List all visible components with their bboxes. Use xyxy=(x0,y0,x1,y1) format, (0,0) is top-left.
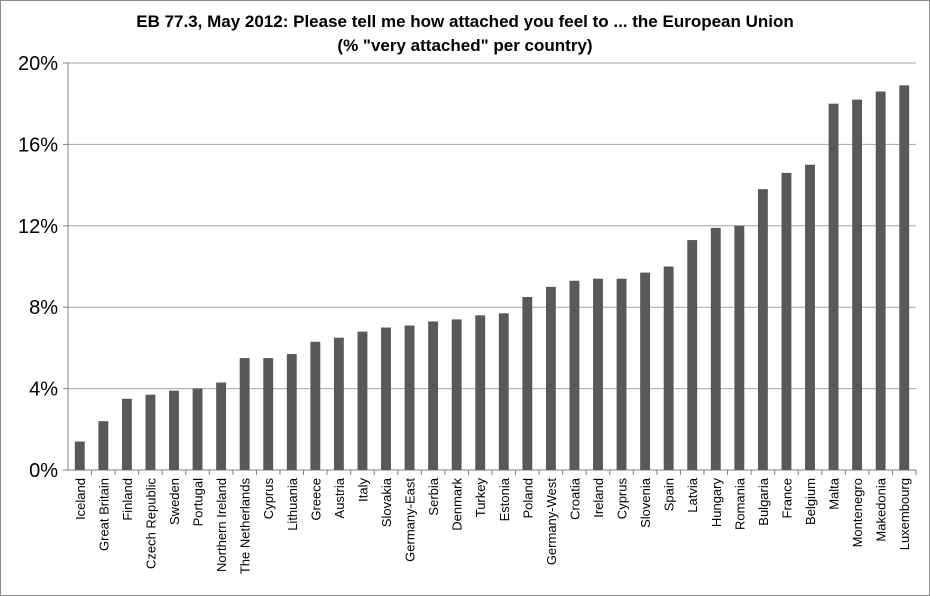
bar xyxy=(451,319,462,470)
bar xyxy=(569,280,580,470)
x-tick-label: Croatia xyxy=(567,477,582,520)
bar xyxy=(169,390,179,470)
x-tick-label: Czech Republic xyxy=(143,478,158,570)
x-tick-label: Great Britain xyxy=(96,478,111,551)
x-tick-label: Serbia xyxy=(426,477,441,515)
x-tick-label: France xyxy=(779,478,794,518)
x-tick-label: Germany-East xyxy=(403,478,418,562)
bar xyxy=(498,313,509,470)
x-tick-label: Germany-West xyxy=(544,478,559,566)
y-tick-label: 0% xyxy=(29,460,58,482)
bar xyxy=(663,266,674,470)
x-tick-label: Austria xyxy=(332,477,347,518)
x-tick-label: Estonia xyxy=(497,477,512,521)
x-tick-label: Latvia xyxy=(685,477,700,512)
x-tick-label: Finland xyxy=(120,478,135,521)
x-tick-label: Malta xyxy=(827,477,842,510)
x-tick-label: Italy xyxy=(355,478,370,502)
bar xyxy=(74,441,85,470)
bar xyxy=(828,103,839,470)
chart-subtitle: (% "very attached" per country) xyxy=(337,36,593,55)
bar xyxy=(899,85,910,470)
x-tick-label: Northern Ireland xyxy=(214,478,229,572)
bar xyxy=(593,278,603,470)
x-tick-label: Luxembourg xyxy=(897,478,912,550)
y-tick-label: 8% xyxy=(29,297,58,319)
chart-title: EB 77.3, May 2012: Please tell me how at… xyxy=(136,12,794,31)
bar xyxy=(687,240,698,470)
x-tick-label: Spain xyxy=(662,478,677,511)
bar xyxy=(239,358,250,470)
bar xyxy=(333,337,344,470)
x-tick-label: Lithuania xyxy=(285,477,300,531)
y-tick-label: 16% xyxy=(18,134,58,156)
bar xyxy=(852,99,863,470)
bar xyxy=(286,354,297,470)
bar xyxy=(545,286,556,470)
bar xyxy=(522,297,533,470)
bar xyxy=(121,398,132,470)
x-tick-label: Slovakia xyxy=(379,477,394,527)
bar xyxy=(216,382,227,470)
x-tick-label: Portugal xyxy=(191,478,206,527)
bar xyxy=(98,421,109,470)
x-tick-label: Belgium xyxy=(803,478,818,525)
x-tick-label: Slovenia xyxy=(638,477,653,528)
bar xyxy=(475,315,486,470)
bar xyxy=(381,327,391,470)
x-tick-label: Bulgaria xyxy=(756,477,771,525)
x-tick-label: Turkey xyxy=(473,478,488,518)
x-tick-label: Poland xyxy=(520,478,535,518)
x-tick-label: Greece xyxy=(308,478,323,521)
bar xyxy=(145,394,156,470)
chart-title-block: EB 77.3, May 2012: Please tell me how at… xyxy=(0,10,930,58)
bar xyxy=(310,341,321,470)
x-tick-label: Ireland xyxy=(591,478,606,518)
x-tick-label: Cyprus xyxy=(261,478,276,520)
y-tick-label: 20% xyxy=(18,53,58,75)
bar xyxy=(710,227,721,470)
x-tick-label: Denmark xyxy=(450,478,465,531)
bar xyxy=(734,225,745,470)
bar xyxy=(404,325,415,470)
bar xyxy=(192,388,203,470)
bar xyxy=(781,172,792,470)
y-tick-label: 12% xyxy=(18,216,58,238)
y-tick-label: 4% xyxy=(29,379,58,401)
bar xyxy=(263,358,274,470)
bar xyxy=(357,331,368,470)
x-tick-label: Makedonia xyxy=(874,477,889,541)
x-tick-label: Hungary xyxy=(709,478,724,528)
x-tick-label: Romania xyxy=(732,477,747,530)
bar xyxy=(875,91,886,471)
x-tick-label: Cyprus xyxy=(615,478,630,520)
bar xyxy=(616,278,627,470)
x-tick-label: Iceland xyxy=(73,478,88,520)
x-tick-label: The Netherlands xyxy=(238,478,253,575)
bar xyxy=(805,164,815,470)
bar xyxy=(428,321,439,470)
bar xyxy=(640,272,651,470)
bar xyxy=(757,189,768,471)
x-tick-label: Montenegro xyxy=(850,478,865,547)
x-tick-label: Sweden xyxy=(167,478,182,525)
